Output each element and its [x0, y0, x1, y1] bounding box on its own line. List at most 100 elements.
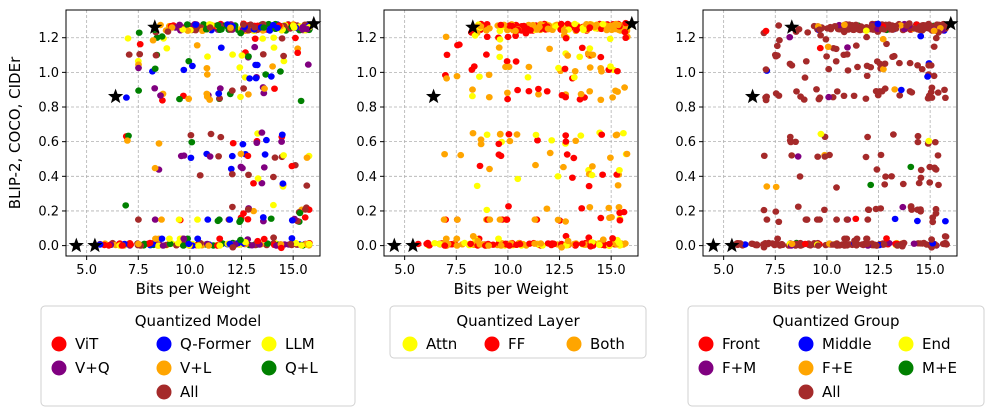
data-point	[563, 151, 571, 158]
data-point	[564, 52, 572, 59]
data-point	[762, 66, 770, 73]
data-point	[760, 206, 768, 214]
data-point	[891, 215, 899, 223]
y-tick-label: 0.8	[38, 101, 59, 116]
legend-box	[389, 305, 647, 359]
data-point	[251, 24, 258, 31]
data-point	[840, 28, 848, 36]
data-point	[612, 87, 619, 94]
x-tick-label: 5.0	[713, 263, 734, 278]
pareto-star	[108, 88, 124, 104]
data-point	[271, 154, 279, 161]
pareto-star	[784, 19, 800, 34]
axes-frame	[65, 9, 321, 257]
data-point	[254, 175, 262, 182]
data-point	[152, 235, 159, 242]
data-point	[250, 207, 257, 215]
pareto-star	[405, 237, 421, 253]
data-point	[896, 59, 903, 67]
data-point	[244, 216, 252, 223]
data-point	[485, 71, 493, 79]
data-point	[204, 53, 211, 60]
data-point	[204, 216, 212, 223]
x-tick-label: 5.0	[76, 263, 97, 278]
data-point	[237, 217, 245, 224]
data-point	[788, 152, 796, 159]
data-point	[872, 205, 880, 213]
data-point	[303, 154, 311, 161]
data-point	[240, 210, 247, 217]
data-point	[188, 139, 196, 146]
data-point	[125, 132, 132, 139]
chart-panel-2: 5.0 7.5 10.0 12.5 15.0 0.0 0.2 0.4 0.6 0.8 1.0 1.2 B…	[356, 9, 647, 359]
data-point	[271, 85, 278, 92]
y-axis-label: BLIP-2, COCO, CIDEr	[6, 56, 24, 209]
data-point	[885, 240, 893, 247]
data-point	[612, 132, 620, 139]
data-point	[852, 42, 860, 49]
y-tick-label: 0.6	[356, 135, 377, 150]
data-point	[907, 163, 915, 171]
data-point	[597, 96, 605, 104]
data-point	[261, 85, 268, 92]
x-tick-label: 7.5	[446, 263, 467, 278]
data-point	[899, 180, 907, 188]
data-point	[762, 94, 769, 101]
data-point	[215, 90, 223, 97]
data-point	[512, 32, 519, 39]
data-point	[821, 153, 829, 160]
data-point	[474, 237, 482, 244]
data-point	[238, 52, 246, 59]
data-point	[495, 235, 502, 242]
data-point	[135, 87, 143, 94]
data-point	[278, 131, 286, 138]
data-point	[151, 65, 159, 72]
data-point	[531, 216, 539, 223]
data-point	[576, 53, 584, 60]
data-point	[215, 216, 223, 223]
data-point	[915, 179, 923, 187]
legend-label: Q-Former	[180, 335, 252, 353]
y-tick-label: 0.2	[356, 204, 377, 219]
data-point	[910, 240, 918, 247]
y-tick-label: 1.2	[675, 31, 696, 46]
data-point	[905, 20, 913, 27]
data-point	[852, 215, 860, 222]
data-point	[270, 201, 277, 209]
data-point	[914, 132, 922, 140]
data-point	[502, 63, 509, 71]
data-point	[122, 202, 130, 209]
data-point	[495, 44, 503, 51]
legend-marker	[402, 336, 418, 352]
data-point	[296, 209, 304, 217]
data-point	[557, 20, 565, 28]
data-point	[832, 58, 840, 65]
data-point	[771, 241, 778, 249]
data-point	[189, 62, 196, 70]
data-point	[914, 217, 921, 225]
data-point	[796, 173, 804, 180]
data-point	[546, 45, 553, 52]
data-point	[934, 152, 942, 159]
data-point	[597, 53, 605, 61]
pareto-star	[68, 237, 84, 253]
y-tick-label: 0.0	[356, 239, 377, 254]
data-point	[302, 206, 309, 213]
data-point	[621, 28, 629, 36]
data-point	[816, 94, 824, 101]
data-point	[259, 214, 267, 221]
data-point	[248, 242, 256, 249]
data-point	[941, 86, 948, 94]
data-point	[454, 42, 461, 49]
data-point	[614, 182, 622, 189]
data-point	[800, 96, 808, 103]
y-tick-label: 0.2	[675, 204, 696, 219]
data-point	[607, 154, 614, 161]
data-point	[441, 151, 448, 158]
pareto-star	[386, 237, 402, 253]
data-point	[862, 27, 870, 34]
data-point	[469, 130, 477, 137]
data-point	[564, 237, 572, 245]
data-point	[217, 133, 225, 141]
data-point	[822, 36, 830, 43]
